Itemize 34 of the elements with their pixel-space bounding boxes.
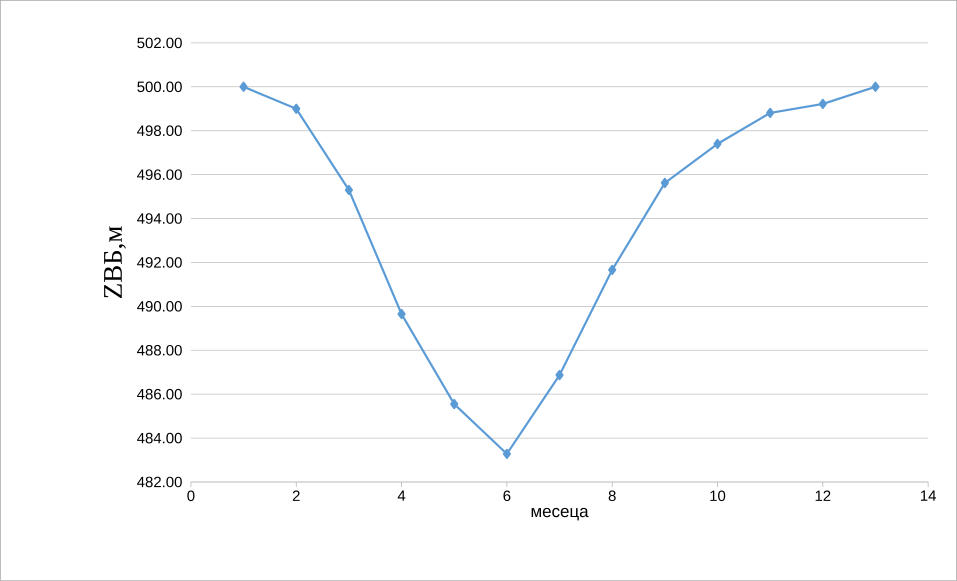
y-tick-label: 494.00 <box>137 213 182 224</box>
y-tick-label: 502.00 <box>137 38 182 48</box>
point <box>660 178 669 188</box>
y-tick-label: 492.00 <box>137 257 182 268</box>
x-axis-title: месеца <box>532 508 589 520</box>
point <box>397 308 406 320</box>
y-tick-label: 482.00 <box>137 476 182 488</box>
point <box>344 184 353 196</box>
x-tick-label: 8 <box>608 490 616 502</box>
point <box>555 370 564 380</box>
x-tick-label: 0 <box>187 490 194 502</box>
y-tick-label: 500.00 <box>137 82 182 92</box>
point <box>502 448 511 460</box>
point <box>713 138 722 149</box>
point <box>818 98 827 110</box>
y-tick-label: 496.00 <box>137 169 182 180</box>
x-tick-label: 6 <box>503 490 510 502</box>
x-tick-label: 2 <box>292 490 300 501</box>
y-tick-label: 498.00 <box>137 125 182 136</box>
point <box>292 104 300 114</box>
point <box>450 399 458 410</box>
y-tick-label: 486.00 <box>137 388 182 400</box>
y-axis-title: ZBБ,м <box>104 226 126 298</box>
point <box>766 108 774 118</box>
y-tick-label: 490.00 <box>137 301 182 312</box>
point <box>608 264 616 276</box>
y-tick-label: 484.00 <box>137 432 182 444</box>
point <box>240 82 248 92</box>
x-tick-label: 4 <box>398 490 406 501</box>
y-tick-label: 488.00 <box>137 345 182 356</box>
point <box>871 82 880 92</box>
x-tick-label: 12 <box>816 490 830 501</box>
x-tick-label: 14 <box>920 490 936 501</box>
x-tick-label: 10 <box>710 490 726 502</box>
